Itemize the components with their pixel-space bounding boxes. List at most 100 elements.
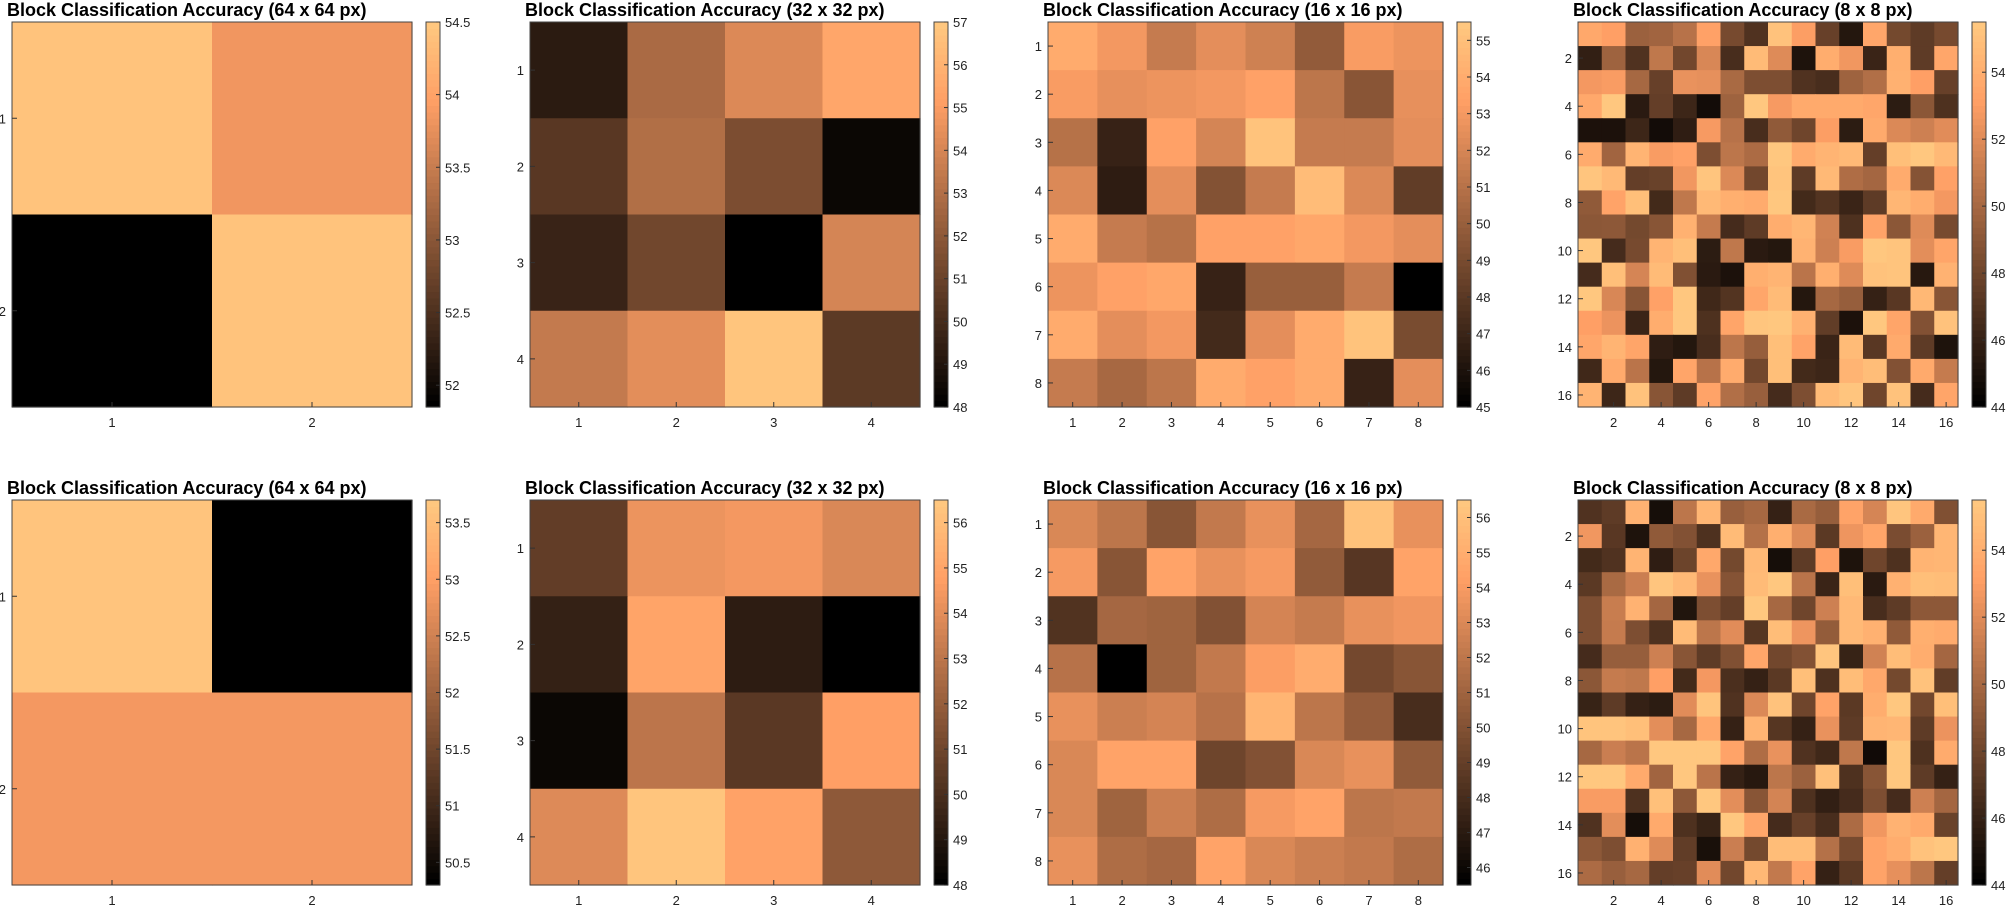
heatmap-cell	[1294, 262, 1345, 312]
heatmap-cell	[1393, 692, 1444, 742]
heatmap-cell	[1048, 70, 1098, 119]
colorbar-tick-label: 49	[1476, 253, 1490, 268]
y-tick-label: 2	[517, 159, 524, 174]
colorbar-segment	[1457, 551, 1471, 559]
colorbar-tick-label: 53.5	[445, 516, 470, 531]
colorbar-segment	[934, 506, 948, 514]
heatmap-cell	[1649, 142, 1674, 167]
heatmap-cell	[1863, 764, 1888, 790]
colorbar-segment	[934, 54, 948, 62]
heatmap-cell	[1649, 500, 1674, 525]
colorbar-segment	[934, 557, 948, 565]
x-tick-label: 16	[1939, 893, 1953, 906]
colorbar-segment	[1972, 22, 1986, 30]
heatmap-cell	[1720, 764, 1745, 790]
heatmap-cell	[1344, 166, 1395, 216]
colorbar-segment	[1972, 137, 1986, 145]
heatmap-cell	[1768, 548, 1793, 573]
colorbar-segment	[1457, 362, 1471, 370]
heatmap-cell	[1245, 262, 1296, 312]
heatmap-cell	[1649, 740, 1674, 766]
heatmap-cell	[1886, 740, 1912, 766]
heatmap-cell	[1720, 812, 1745, 838]
heatmap-cell	[1696, 358, 1722, 384]
heatmap-panel-7: Block Classification Accuracy (16 x 16 p…	[1035, 478, 1491, 906]
y-tick-label: 1	[0, 589, 6, 604]
x-tick-label: 4	[868, 893, 875, 906]
colorbar-segment	[1457, 666, 1471, 674]
colorbar-segment	[934, 291, 948, 299]
heatmap-cell	[1934, 596, 1959, 621]
colorbar-segment	[426, 544, 440, 552]
colorbar-segment	[1972, 852, 1986, 860]
heatmap-cell	[1791, 668, 1817, 694]
heatmap-cell	[1673, 70, 1698, 95]
colorbar-segment	[934, 176, 948, 184]
heatmap-cell	[1791, 596, 1817, 621]
x-tick-label: 1	[1069, 893, 1076, 906]
heatmap-cell	[1294, 740, 1345, 790]
heatmap-cell	[1815, 500, 1840, 525]
heatmap-cell	[1696, 644, 1722, 670]
colorbar-segment	[1457, 227, 1471, 235]
heatmap-cell	[1601, 310, 1627, 336]
heatmap-cell	[1578, 310, 1603, 336]
colorbar-segment	[1972, 208, 1986, 216]
colorbar-segment	[426, 705, 440, 713]
colorbar-segment	[426, 214, 440, 222]
colorbar-segment	[1972, 532, 1986, 540]
heatmap-cell	[1625, 788, 1650, 814]
colorbar-segment	[1457, 673, 1471, 681]
heatmap-cell	[1744, 764, 1769, 790]
y-tick-label: 5	[1035, 710, 1042, 725]
colorbar-segment	[1457, 105, 1471, 113]
heatmap-cell	[1625, 692, 1650, 718]
heatmap-cell	[1673, 286, 1698, 312]
y-tick-label: 8	[1565, 673, 1572, 688]
colorbar-segment	[934, 394, 948, 402]
heatmap-cell	[1245, 166, 1296, 216]
heatmap-cell	[1601, 358, 1627, 384]
colorbar-segment	[1972, 621, 1986, 629]
colorbar-segment	[1972, 698, 1986, 706]
heatmap-cell	[1934, 286, 1959, 312]
colorbar-segment	[934, 647, 948, 655]
colorbar-segment	[934, 330, 948, 338]
heatmap-cell	[1696, 46, 1722, 71]
colorbar-segment	[1457, 394, 1471, 402]
colorbar-segment	[426, 317, 440, 325]
colorbar-segment	[1457, 532, 1471, 540]
colorbar-segment	[934, 99, 948, 107]
colorbar-segment	[1972, 512, 1986, 520]
colorbar-segment	[934, 577, 948, 585]
heatmap-cell	[1863, 692, 1888, 718]
colorbar-segment	[934, 143, 948, 151]
colorbar-segment	[934, 47, 948, 55]
heatmap-cell	[1625, 836, 1650, 862]
colorbar-segment	[426, 342, 440, 350]
plot-frame	[1577, 499, 1959, 886]
heatmap-cell	[1815, 548, 1840, 573]
heatmap-cell	[1744, 572, 1769, 597]
x-tick-label: 8	[1415, 893, 1422, 906]
colorbar-segment	[934, 769, 948, 777]
heatmap-cell	[1601, 166, 1627, 192]
colorbar-segment	[934, 538, 948, 546]
colorbar-segment	[1972, 310, 1986, 318]
colorbar-segment	[426, 840, 440, 848]
heatmap-cell	[1601, 716, 1627, 742]
heatmap-cell	[1625, 382, 1650, 408]
heatmap-cell	[1791, 548, 1817, 573]
colorbar-segment	[934, 201, 948, 209]
colorbar-segment	[426, 381, 440, 389]
heatmap-cell	[1863, 166, 1888, 192]
heatmap-cell	[1863, 46, 1888, 71]
colorbar-segment	[1457, 86, 1471, 94]
heatmap-cell	[1934, 740, 1959, 766]
heatmap-cell	[1625, 166, 1650, 192]
heatmap-cell	[1910, 500, 1935, 525]
colorbar-segment	[934, 111, 948, 119]
colorbar-segment	[1972, 41, 1986, 49]
heatmap-cell	[1720, 334, 1745, 360]
heatmap-cell	[1744, 836, 1769, 862]
